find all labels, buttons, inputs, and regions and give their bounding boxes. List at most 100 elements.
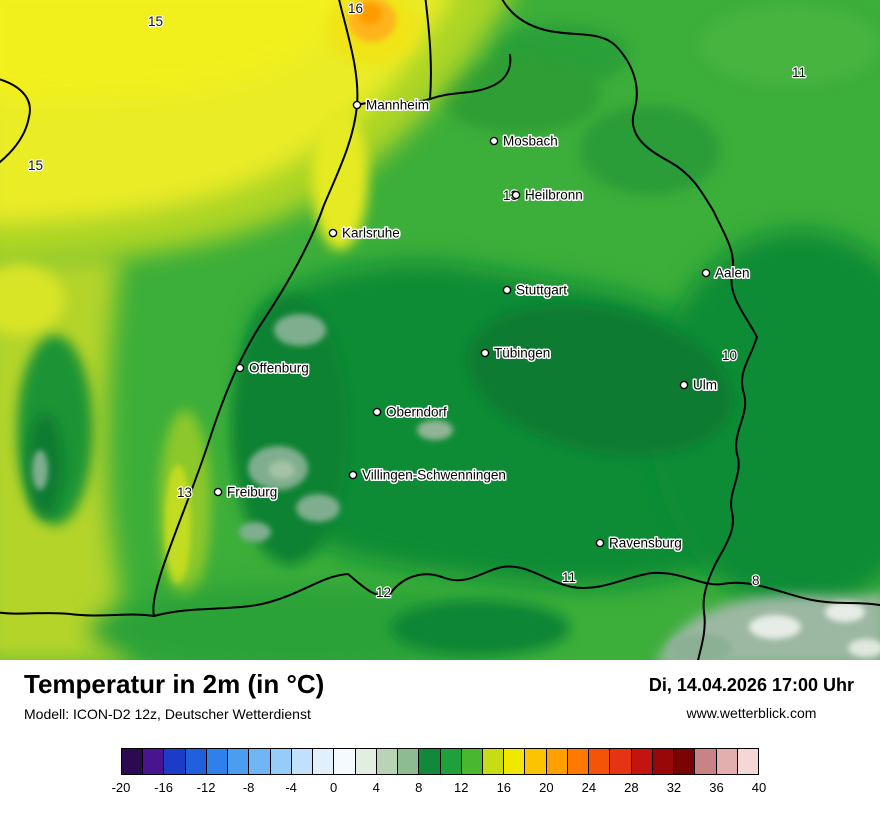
legend-tick-label: 40 [751,779,767,795]
datetime-label: Di, 14.04.2026 17:00 Uhr [648,675,854,695]
legend-tick-label: 36 [709,779,724,795]
city-label: Mosbach [503,134,558,149]
legend-tick-label: 16 [496,779,512,795]
legend-tick-label: -16 [154,779,173,795]
legend-cell [122,748,144,774]
legend-cell [376,748,399,774]
city-label: Aalen [715,266,750,281]
city-marker: Aalen [701,264,751,282]
date-block: Di, 14.04.2026 17:00 Uhr www.wetterblick… [649,670,854,721]
legend-cell [398,748,420,774]
legend-cell [206,748,229,774]
legend-cell [652,748,675,774]
legend-cell [461,748,483,774]
legend-cell [440,748,462,774]
city-marker: Villingen-Schwenningen [348,466,507,484]
footer: Temperatur in 2m (in °C) Modell: ICON-D2… [0,660,880,830]
city-dot-icon [679,380,689,390]
footer-top: Temperatur in 2m (in °C) Modell: ICON-D2… [0,660,880,722]
legend-cell [737,748,759,774]
temp-value-label: 16 [348,1,363,16]
legend-cell [546,748,568,774]
city-marker: Tübingen [480,344,552,362]
legend-cell [567,748,590,774]
legend-cell [695,748,717,774]
legend-cell [249,748,271,774]
map-title: Temperatur in 2m (in °C) [24,669,325,699]
city-label: Offenburg [249,361,309,376]
legend-cell [291,748,314,774]
legend-cell [504,748,526,774]
temp-value-label: 15 [148,14,163,29]
city-marker: Freiburg [213,483,279,501]
weather-map: 15 16 11 15 13 10 13 11 12 8 Mannheim Mosbach Heilb… [0,0,880,660]
city-marker: Offenburg [235,359,310,377]
border-southwest [0,611,155,617]
city-dot-icon [701,268,711,278]
temp-value-label: 15 [28,158,43,173]
legend-tick-label: -4 [285,779,297,795]
city-label: Oberndorf [386,405,447,420]
border-south [153,565,880,617]
city-label: Heilbronn [525,188,583,203]
legend-tick-label: 24 [581,779,597,795]
legend-cell [355,748,377,774]
city-dot-icon [511,190,521,200]
legend-cell [589,748,611,774]
legend-tick-label: -8 [242,779,255,795]
city-label: Mannheim [366,98,429,113]
city-dot-icon [348,470,358,480]
city-marker: Ulm [679,376,719,394]
border-east-bavaria [501,0,758,660]
temp-value-label: 10 [722,348,737,363]
title-block: Temperatur in 2m (in °C) Modell: ICON-D2… [24,670,324,722]
city-dot-icon [502,285,512,295]
city-marker: Mannheim [352,96,431,114]
city-label: Ulm [693,378,717,393]
legend-cell [631,748,653,774]
legend-cell [525,748,547,774]
city-dot-icon [480,348,490,358]
legend-tick-label: 20 [539,779,554,795]
city-dot-icon [352,100,362,110]
city-marker: Mosbach [489,132,559,150]
legend-cell [482,748,505,774]
border-north-hessen [424,0,432,100]
city-label: Stuttgart [516,283,567,298]
temp-value-label: 13 [177,485,192,500]
legend-cell [610,748,632,774]
city-label: Tübingen [494,346,550,361]
legend-cell [419,748,441,774]
temperature-field [0,0,880,660]
city-dot-icon [595,538,605,548]
temp-value-label: 11 [792,65,806,80]
city-label: Karlsruhe [342,226,400,241]
legend-cell [313,748,335,774]
legend-cell [228,748,250,774]
city-layer: Mannheim Mosbach Heilbronn Karlsruhe Aalen St… [213,96,751,552]
border-upper-left [0,78,31,164]
city-marker: Karlsruhe [328,224,401,242]
city-marker: Ravensburg [595,534,683,552]
city-dot-icon [372,407,382,417]
legend-cell [674,748,696,774]
city-marker: Heilbronn [511,186,584,204]
model-info: Modell: ICON-D2 12z, Deutscher Wetterdie… [24,705,311,722]
city-dot-icon [213,487,223,497]
city-label: Ravensburg [609,536,682,551]
legend-cell [185,748,207,774]
legend-cell [143,748,165,774]
legend-tick-label: 4 [372,779,380,795]
city-label: Villingen-Schwenningen [362,468,506,483]
city-dot-icon [235,363,245,373]
legend-tick-label: -12 [196,779,216,795]
city-marker: Stuttgart [502,281,569,299]
city-marker: Oberndorf [372,403,449,421]
legend-cell [334,748,356,774]
legend-tick-label: -20 [111,779,131,795]
legend-tick-label: 32 [666,779,682,795]
legend-tick-label: 28 [624,779,639,795]
legend-cell [164,748,186,774]
